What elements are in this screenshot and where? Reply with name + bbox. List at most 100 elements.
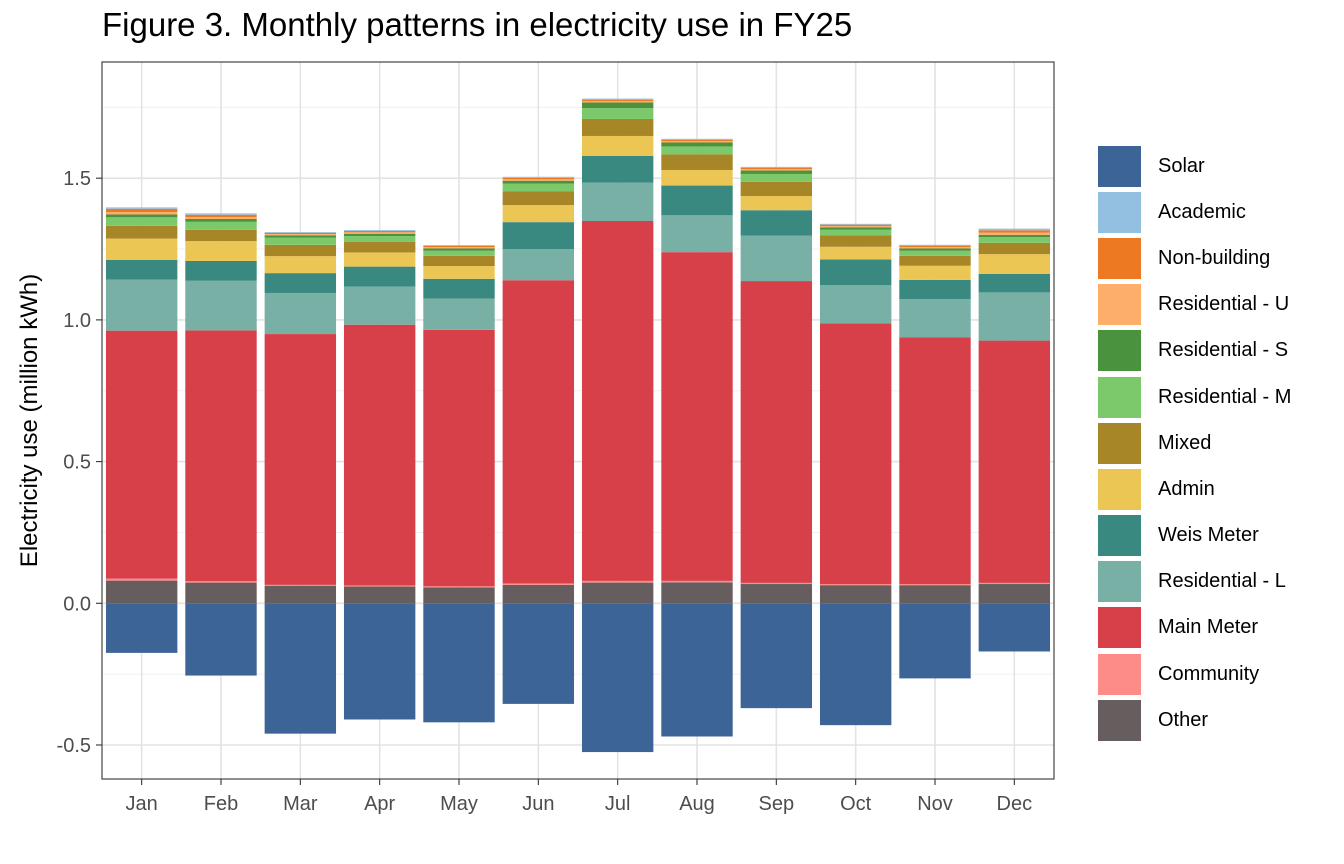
bar-segment-solar-jun — [502, 603, 575, 704]
bar-segment-solar-jul — [581, 603, 654, 753]
legend-label: Non-building — [1158, 246, 1271, 269]
bar-segment-main-meter-apr — [343, 324, 416, 586]
bar-segment-weis-meter-jul — [581, 155, 654, 183]
x-tick-label: Sep — [759, 793, 795, 815]
bar-segment-non-building-feb — [185, 214, 257, 218]
bar-segment-community-mar — [264, 584, 337, 586]
bar-segment-main-meter-jul — [581, 220, 654, 581]
bar-segment-solar-jan — [105, 603, 178, 653]
y-tick-label: -0.5 — [57, 735, 91, 757]
bar-segment-other-mar — [264, 585, 337, 604]
bar-segment-residential-l-may — [423, 298, 495, 330]
y-tick-label: 1.5 — [63, 168, 91, 190]
bar-segment-mixed-jun — [502, 191, 575, 206]
bar-segment-solar-apr — [343, 603, 416, 720]
bar-segment-non-building-nov — [899, 245, 971, 248]
legend-key — [1098, 468, 1141, 510]
bar-segment-academic-may — [423, 245, 495, 246]
bar-segment-admin-jun — [502, 205, 575, 223]
legend-key — [1098, 376, 1141, 418]
bar-segment-residential-s-nov — [899, 248, 971, 251]
bar-segment-academic-feb — [185, 213, 257, 215]
bar-segment-admin-oct — [819, 246, 892, 260]
bar-segment-weis-meter-apr — [343, 266, 416, 287]
bar-segment-main-meter-mar — [264, 334, 337, 585]
bar-segment-residential-m-dec — [978, 237, 1051, 243]
bar-segment-residential-u-feb — [185, 217, 257, 220]
bar-segment-other-oct — [819, 585, 892, 604]
bar-segment-residential-m-aug — [661, 146, 733, 155]
x-tick-label: Jun — [522, 793, 554, 815]
bar-segment-academic-dec — [978, 228, 1051, 231]
bar-segment-solar-nov — [899, 603, 971, 679]
bar-segment-community-aug — [661, 580, 733, 583]
bar-segment-other-sep — [740, 584, 813, 604]
bar-segment-non-building-jan — [105, 208, 178, 213]
legend-label: Mixed — [1158, 431, 1212, 454]
bar-segment-residential-l-aug — [661, 215, 733, 253]
bar-segment-academic-nov — [899, 244, 971, 246]
legend: Solar Academic Non-building Residential - U… — [1098, 143, 1291, 743]
bar-segment-residential-u-sep — [740, 169, 813, 171]
bar-segment-main-meter-dec — [978, 340, 1051, 583]
bar-segment-weis-meter-oct — [819, 259, 892, 286]
legend-item: Academic — [1098, 189, 1291, 235]
legend-key — [1098, 607, 1141, 649]
legend-key — [1098, 330, 1141, 372]
x-tick-label: Nov — [917, 793, 953, 815]
legend-key — [1098, 561, 1141, 603]
bar-segment-residential-s-dec — [978, 234, 1051, 238]
bar-segment-main-meter-feb — [185, 330, 257, 582]
bar-segment-weis-meter-nov — [899, 279, 971, 300]
legend-label: Academic — [1158, 200, 1246, 223]
bar-segment-weis-meter-mar — [264, 273, 337, 293]
legend-label: Residential - S — [1158, 339, 1289, 362]
legend-key — [1098, 237, 1141, 279]
bar-segment-academic-oct — [819, 223, 892, 225]
legend-key — [1098, 422, 1141, 464]
bar-segment-non-building-dec — [978, 230, 1051, 233]
bar-segment-residential-s-aug — [661, 142, 733, 147]
bar-segment-residential-m-may — [423, 250, 495, 256]
bar-segment-other-jan — [105, 580, 178, 604]
bar-segment-main-meter-oct — [819, 323, 892, 585]
x-tick-label: Aug — [679, 793, 715, 815]
chart-title: Figure 3. Monthly patterns in electricit… — [102, 6, 853, 43]
bar-segment-community-apr — [343, 585, 416, 587]
bar-segment-admin-aug — [661, 169, 733, 186]
bar-segment-residential-u-aug — [661, 141, 733, 143]
bar-segment-non-building-sep — [740, 167, 813, 170]
legend-key — [1098, 191, 1141, 233]
bar-segment-solar-dec — [978, 603, 1051, 652]
bar-segment-other-jul — [581, 582, 654, 604]
bar-segment-residential-l-oct — [819, 285, 892, 324]
bar-segment-other-feb — [185, 582, 257, 604]
bar-segment-mixed-feb — [185, 229, 257, 242]
bar-segment-admin-jan — [105, 238, 178, 260]
bar-segment-mixed-jul — [581, 118, 654, 136]
bar-segment-residential-s-jul — [581, 102, 654, 109]
bar-segment-academic-mar — [264, 232, 337, 233]
bar-segment-other-may — [423, 587, 495, 604]
bar-segment-academic-jul — [581, 98, 654, 100]
bar-segment-mixed-oct — [819, 235, 892, 247]
legend-key — [1098, 699, 1141, 741]
x-tick-label: Oct — [840, 793, 872, 815]
bar-segment-community-jun — [502, 583, 575, 585]
bar-segment-academic-aug — [661, 138, 733, 140]
bar-segment-residential-m-mar — [264, 237, 337, 245]
bar-segment-community-jul — [581, 580, 654, 583]
bar-segment-residential-l-jun — [502, 249, 575, 281]
legend-label: Other — [1158, 708, 1209, 731]
bar-segment-residential-u-apr — [343, 232, 416, 234]
bar-segment-residential-s-feb — [185, 219, 257, 222]
legend-item: Main Meter — [1098, 605, 1291, 651]
bar-segment-residential-u-jun — [502, 179, 575, 181]
bar-segment-other-aug — [661, 582, 733, 604]
y-axis-label: Electricity use (million kWh) — [16, 274, 43, 567]
bar-segment-residential-u-may — [423, 247, 495, 249]
bar-segment-admin-sep — [740, 196, 813, 211]
bar-segment-admin-feb — [185, 241, 257, 261]
bar-segment-community-dec — [978, 582, 1051, 585]
bar-segment-residential-m-sep — [740, 173, 813, 182]
